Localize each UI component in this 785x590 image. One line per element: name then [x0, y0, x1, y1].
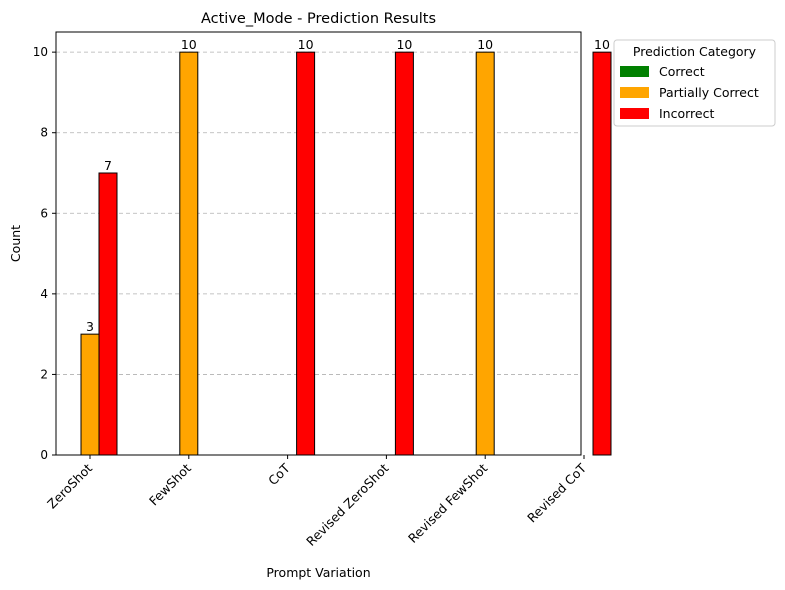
- x-tick-label: Revised FewShot: [405, 460, 490, 545]
- bar-value-label: 10: [477, 37, 493, 52]
- legend-items: Correct Partially Correct Incorrect: [620, 64, 759, 121]
- x-tick-label: FewShot: [146, 460, 194, 508]
- plot-frame: [55, 31, 582, 456]
- bar: [475, 51, 495, 456]
- legend-title: Prediction Category: [633, 44, 757, 59]
- y-tick-label: 6: [40, 206, 48, 220]
- grid-lines: [56, 51, 581, 375]
- legend-swatch: [620, 108, 649, 119]
- chart-title: Active_Mode - Prediction Results: [201, 11, 436, 27]
- x-tick-label: ZeroShot: [44, 460, 95, 511]
- x-tick-label: Revised CoT: [524, 460, 589, 525]
- legend: Prediction Category Correct Partially Cor…: [613, 39, 776, 127]
- bar-value-label: 7: [104, 158, 112, 173]
- legend-swatch: [620, 87, 649, 98]
- bar: [80, 333, 100, 456]
- legend-label: Incorrect: [659, 106, 714, 121]
- bar: [592, 51, 612, 456]
- bar-value-label: 10: [396, 37, 412, 52]
- x-axis: ZeroShot FewShot CoT Revised ZeroShot Revise…: [44, 455, 589, 549]
- y-tick-label: 2: [40, 367, 48, 381]
- y-tick-label: 10: [33, 45, 48, 59]
- y-tick-label: 8: [40, 126, 48, 140]
- bar-value-label: 10: [298, 37, 314, 52]
- y-axis-label: Count: [8, 225, 23, 262]
- legend-frame: [613, 39, 776, 127]
- bars: 3 7 10 10 10 10 10: [80, 37, 612, 456]
- bar: [394, 51, 414, 456]
- legend-label: Correct: [659, 64, 705, 79]
- y-tick-label: 4: [40, 287, 48, 301]
- bar-value-label: 10: [594, 37, 610, 52]
- legend-label: Partially Correct: [659, 85, 759, 100]
- bar-value-label: 3: [86, 319, 94, 334]
- bar-value-label: 10: [181, 37, 197, 52]
- x-axis-label: Prompt Variation: [266, 565, 370, 580]
- x-tick-label: Revised ZeroShot: [303, 460, 391, 548]
- bar: [179, 51, 199, 456]
- y-axis: 0 2 4 6 8 10: [33, 45, 56, 462]
- y-tick-label: 0: [40, 448, 48, 462]
- legend-swatch: [620, 66, 649, 77]
- bar: [296, 51, 316, 456]
- x-tick-label: CoT: [265, 460, 293, 488]
- bar: [98, 172, 118, 456]
